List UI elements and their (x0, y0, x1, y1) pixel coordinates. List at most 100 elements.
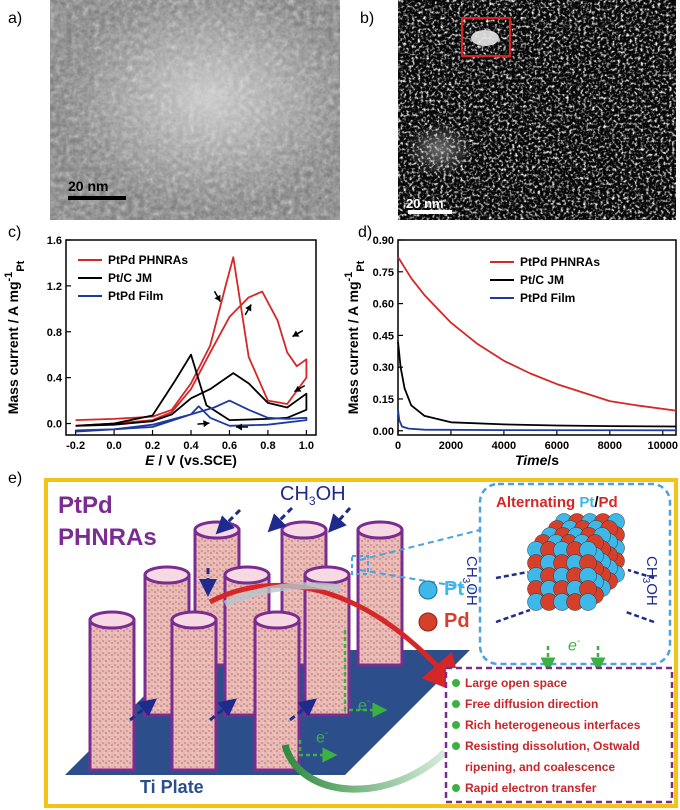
inset-methanol-right: CH3OH (640, 556, 660, 606)
x-tick-label: 0.8 (260, 440, 275, 452)
scalebar-b (408, 210, 452, 214)
pd-legend-ball (418, 612, 438, 632)
legend-label: Pt/C JM (520, 273, 564, 287)
inset-title-prefix: Alternating (496, 494, 580, 511)
bullet-dot (452, 678, 460, 687)
electron-label-2: e- (316, 728, 328, 747)
inset-title: Alternating Pt/Pd (496, 494, 618, 511)
legend-label: Pt/C JM (108, 271, 152, 285)
title-line1: PtPd (58, 492, 113, 519)
plot-frame (397, 239, 677, 436)
advantage-text: Resisting dissolution, Ostwald (465, 738, 640, 753)
atomic-cube (527, 513, 625, 611)
advantage-text: Large open space (465, 675, 568, 690)
advantages-list: Large open space Free diffusion direction… (452, 672, 668, 798)
x-tick-label: 8000 (598, 440, 622, 452)
series-line (397, 409, 677, 432)
electron-sup2: - (324, 728, 329, 739)
ti-plate-label: Ti Plate (140, 777, 204, 797)
panel-label-e: e) (8, 470, 23, 487)
y-tick-label: 0.0 (47, 419, 62, 431)
advantage-item: Rich heterogeneous interfaces (452, 714, 668, 735)
electron-sup: - (366, 696, 371, 707)
methanol-sub: 3 (308, 494, 316, 508)
panel-label-c: c) (8, 224, 22, 241)
atom (579, 593, 597, 611)
advantage-item: Free diffusion direction (452, 693, 668, 714)
inset-electron-arrows (540, 646, 606, 673)
x-tick-label: 4000 (492, 440, 516, 452)
legend-label: PtPd PHNRAs (108, 253, 188, 267)
x-tick-label: 1.0 (299, 440, 314, 452)
panel-label-a: a) (8, 10, 23, 27)
legend-label: PtPd PHNRAs (520, 255, 600, 269)
inset-electron-label: e- (568, 636, 580, 655)
x-tick-label: 0.4 (183, 440, 199, 452)
advantage-item: Resisting dissolution, Ostwald (452, 735, 668, 756)
panel-label-d: d) (358, 224, 373, 241)
x-tick-label: -0.2 (66, 440, 85, 452)
x-tick-label: 10000 (647, 440, 678, 452)
panel-label-b: b) (360, 10, 375, 27)
title-line2: PHNRAs (58, 524, 157, 551)
methanol-arrows (129, 506, 352, 722)
scalebar-label-b: 20 nm (406, 196, 444, 211)
advantage-text: ripening, and coalescence (465, 759, 616, 774)
bullet-dot (452, 741, 460, 750)
electron-e2: e (316, 729, 325, 747)
y-tick-label: 1.2 (47, 281, 62, 293)
pt-legend-ball (418, 580, 438, 600)
x-tick-label: 0.2 (145, 440, 160, 452)
advantage-text: Rapid electron transfer (465, 780, 597, 795)
y-tick-label: 0.8 (47, 327, 62, 339)
inset-box (478, 482, 672, 666)
series-line (75, 353, 308, 427)
tem-texture (50, 0, 340, 220)
y-tick-label: 1.6 (47, 235, 62, 247)
advantages-box (444, 666, 674, 804)
legend-label: PtPd Film (108, 289, 163, 303)
scan-direction-arrow (244, 304, 252, 316)
x-tick-label: 6000 (545, 440, 569, 452)
y-tick-label: 0.00 (373, 426, 394, 438)
green-curved-arrow (281, 743, 448, 793)
inset-ch-left: CH (463, 556, 480, 578)
schematic-title: PtPd PHNRAs (58, 490, 157, 554)
advantages-list-wrap: Large open space Free diffusion direction… (452, 672, 668, 798)
inset-ch-right: CH (643, 556, 660, 578)
series-line (397, 341, 677, 428)
scan-direction-arrow (292, 329, 304, 338)
inset-methanol-arrows (495, 568, 655, 624)
inset-e: e (568, 637, 577, 655)
electron-label-1: e- (358, 696, 370, 715)
advantage-text: Free diffusion direction (465, 696, 599, 711)
highlight-box (461, 17, 511, 57)
inset-oh-right: OH (643, 583, 660, 606)
y-tick-label: 0.45 (373, 330, 394, 342)
methanol-ch: CH (280, 483, 309, 505)
red-curved-arrow (208, 582, 464, 695)
tem-image: 20 nm (50, 0, 340, 220)
series-line (397, 256, 677, 412)
x-tick-label: 0 (395, 440, 401, 452)
inset-title-pt: Pt (579, 494, 595, 511)
electron-e: e (358, 697, 367, 715)
series-line (75, 256, 308, 427)
scalebar-a (68, 196, 126, 200)
x-axis-label: Time/s (515, 452, 559, 468)
x-tick-label: 2000 (439, 440, 463, 452)
y-tick-label: 0.4 (47, 373, 63, 385)
inset-title-slash: / (594, 494, 599, 511)
y-tick-label: 0.90 (373, 235, 394, 247)
y-tick-label: 0.30 (373, 362, 394, 374)
methanol-label: CH3OH (280, 483, 346, 508)
x-tick-label: 0.0 (106, 440, 121, 452)
stem-image: 20 nm (398, 0, 676, 220)
scan-direction-arrow (293, 384, 306, 393)
schematic (44, 478, 678, 808)
y-tick-label: 0.75 (373, 267, 394, 279)
x-tick-label: 0.6 (222, 440, 237, 452)
pt-legend-label: Pt (444, 578, 464, 600)
bullet-dot (452, 720, 460, 729)
bullet-dot (452, 783, 460, 792)
